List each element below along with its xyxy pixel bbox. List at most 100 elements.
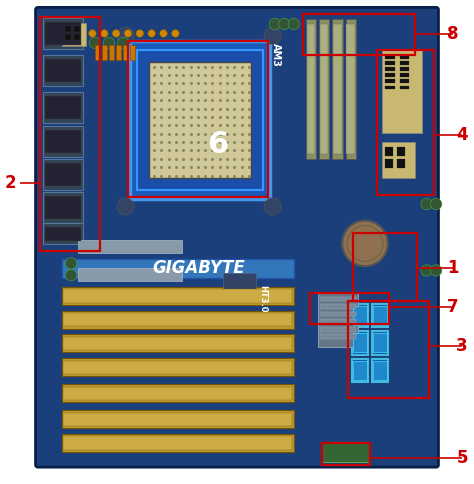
- Bar: [310, 293, 389, 323]
- Bar: [63, 337, 292, 350]
- Bar: [385, 79, 395, 83]
- Bar: [353, 306, 367, 325]
- Circle shape: [264, 27, 281, 45]
- Circle shape: [103, 37, 115, 48]
- Bar: [373, 333, 387, 352]
- Bar: [65, 26, 71, 32]
- Bar: [400, 67, 409, 71]
- Bar: [78, 240, 182, 253]
- Circle shape: [118, 37, 129, 48]
- Circle shape: [100, 30, 108, 37]
- Bar: [352, 331, 368, 355]
- Bar: [400, 73, 409, 77]
- Circle shape: [421, 265, 432, 276]
- Bar: [320, 24, 328, 154]
- Bar: [385, 159, 393, 167]
- Circle shape: [342, 221, 388, 266]
- Text: GIGABYTE: GIGABYTE: [153, 259, 246, 277]
- Bar: [45, 130, 81, 153]
- Circle shape: [430, 265, 442, 276]
- Bar: [45, 22, 81, 45]
- Bar: [319, 19, 329, 159]
- Bar: [348, 301, 429, 398]
- Bar: [63, 413, 292, 426]
- Bar: [62, 311, 294, 329]
- Circle shape: [430, 198, 442, 210]
- Bar: [400, 55, 409, 59]
- Bar: [372, 359, 388, 382]
- Bar: [377, 50, 434, 195]
- Bar: [385, 147, 393, 156]
- Bar: [43, 92, 83, 122]
- Bar: [385, 86, 395, 90]
- Bar: [373, 306, 387, 325]
- Bar: [43, 18, 83, 49]
- Bar: [63, 289, 292, 302]
- Bar: [333, 24, 342, 154]
- Bar: [352, 359, 368, 382]
- Circle shape: [269, 18, 281, 30]
- Bar: [95, 45, 100, 60]
- Bar: [62, 23, 86, 46]
- Bar: [322, 443, 370, 465]
- Text: 8: 8: [447, 25, 458, 44]
- Bar: [62, 384, 294, 402]
- Bar: [78, 268, 182, 281]
- Bar: [102, 45, 107, 60]
- Bar: [320, 304, 356, 309]
- Circle shape: [148, 30, 155, 37]
- Bar: [40, 17, 100, 252]
- Bar: [400, 79, 409, 83]
- Bar: [74, 34, 80, 40]
- Bar: [43, 159, 83, 190]
- Bar: [372, 331, 388, 355]
- Circle shape: [117, 27, 134, 45]
- Bar: [352, 303, 368, 327]
- Bar: [63, 313, 292, 326]
- Bar: [318, 293, 358, 347]
- Bar: [63, 437, 292, 450]
- Bar: [62, 258, 294, 278]
- Bar: [322, 443, 370, 462]
- Bar: [353, 333, 367, 352]
- Circle shape: [160, 30, 167, 37]
- Bar: [45, 59, 81, 82]
- Bar: [130, 41, 270, 199]
- Text: AM3: AM3: [271, 43, 281, 67]
- Circle shape: [124, 30, 132, 37]
- Bar: [74, 26, 80, 32]
- Circle shape: [288, 18, 300, 30]
- Circle shape: [136, 30, 144, 37]
- Text: 7: 7: [447, 299, 458, 317]
- Text: HT3.0: HT3.0: [259, 285, 267, 313]
- Bar: [400, 86, 409, 90]
- Bar: [63, 387, 292, 400]
- Bar: [385, 73, 395, 77]
- Circle shape: [65, 257, 77, 269]
- Bar: [385, 55, 395, 59]
- Bar: [303, 14, 415, 55]
- Circle shape: [264, 198, 281, 215]
- Bar: [373, 361, 387, 380]
- Text: 4: 4: [456, 126, 468, 144]
- Bar: [43, 55, 83, 86]
- Circle shape: [89, 30, 96, 37]
- Bar: [45, 227, 81, 241]
- Bar: [346, 19, 356, 159]
- Bar: [45, 163, 81, 186]
- Bar: [397, 159, 405, 167]
- Bar: [130, 45, 135, 60]
- Bar: [128, 41, 268, 197]
- Bar: [62, 287, 294, 305]
- Bar: [307, 24, 315, 154]
- Circle shape: [112, 30, 120, 37]
- Bar: [109, 45, 114, 60]
- Circle shape: [117, 198, 134, 215]
- Circle shape: [421, 198, 432, 210]
- Bar: [320, 312, 356, 317]
- Text: 3: 3: [456, 337, 468, 355]
- Circle shape: [172, 30, 179, 37]
- Text: 2: 2: [5, 174, 16, 192]
- Bar: [116, 45, 121, 60]
- Bar: [353, 361, 367, 380]
